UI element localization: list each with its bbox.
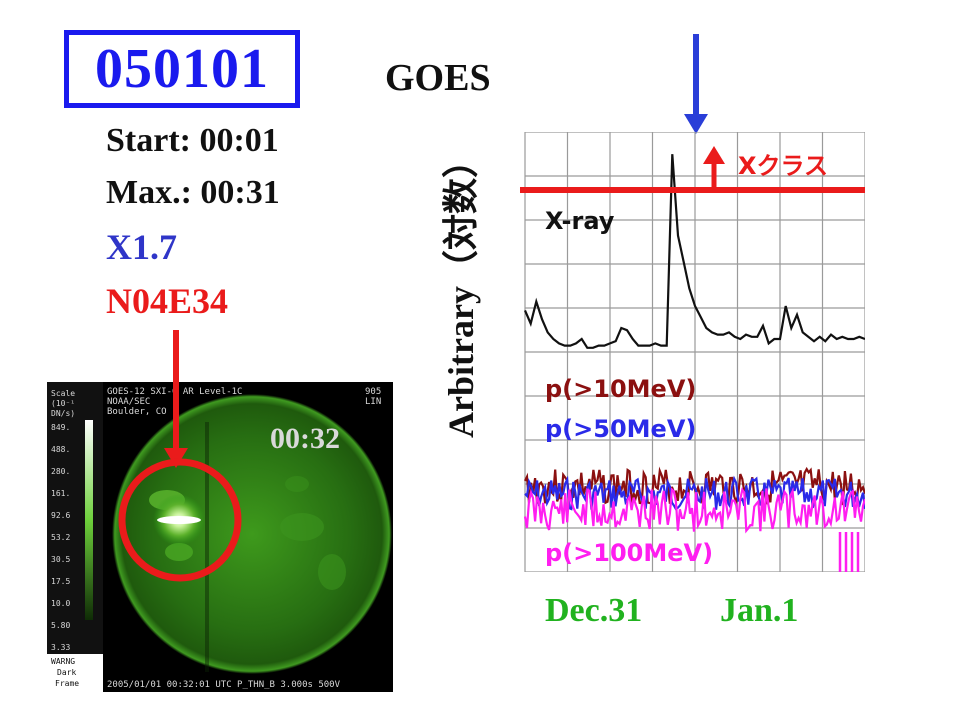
series-xray-line [523, 154, 866, 349]
scale-tick-label: 30.5 [51, 555, 70, 564]
x-tick-label: Dec.31 [545, 592, 643, 629]
series-label-p50: p(>50MeV) [545, 415, 697, 443]
peak-arrow-head [684, 114, 708, 134]
active-region [318, 554, 346, 590]
flare-class: X1.7 [106, 227, 177, 267]
image-footer: 2005/01/01 00:32:01 UTC P_THN_B 3.000s 5… [107, 680, 341, 690]
series-label-p100: p(>100MeV) [545, 539, 714, 567]
image-time: 00:32 [270, 422, 340, 455]
sun-image-svg: Scale (10⁻¹ DN/s) 849. 488. 280. 161. 92.6 53… [47, 382, 393, 692]
warning-box: WARNG Dark Frame [47, 654, 103, 692]
scale-tick-label: 53.2 [51, 533, 70, 542]
image-header-org2: Boulder, CO [107, 407, 167, 417]
scale-tick-label: 3.33 [51, 643, 70, 652]
start-time: Start: 00:01 [106, 122, 279, 159]
scale-tick-label: 10.0 [51, 599, 70, 608]
active-region [280, 513, 324, 541]
ccd-streak [205, 422, 209, 672]
image-header-org1: NOAA/SEC [107, 397, 150, 407]
goes-chart [520, 131, 867, 573]
solar-disk [112, 394, 392, 674]
scale-tick-label: 161. [51, 489, 70, 498]
x-class-threshold-label: Xクラス [738, 152, 829, 180]
scale-panel [47, 382, 103, 692]
max-time: Max.: 00:31 [106, 174, 280, 211]
active-region [285, 476, 309, 492]
scale-title: Scale [51, 389, 75, 398]
scale-tick-label: 488. [51, 445, 70, 454]
scale-units: (10⁻¹ [51, 399, 75, 408]
scale-units2: DN/s) [51, 409, 75, 418]
warning-line-1: WARNG [51, 657, 75, 666]
scale-tick-label: 280. [51, 467, 70, 476]
x-class-arrow-head [703, 146, 725, 164]
x-tick-label: Jan.1 [720, 592, 799, 629]
chart-svg [520, 131, 867, 573]
series-p100-line [523, 487, 867, 534]
series-label-p10: p(>10MeV) [545, 375, 697, 403]
flare-core [157, 516, 201, 524]
flare-location: N04E34 [106, 281, 229, 321]
image-header-left: GOES-12 SXI-0 AR Level-1C [107, 387, 242, 397]
image-header-right1: 905 [365, 387, 381, 397]
chart-title: GOES [385, 57, 491, 99]
event-id-box: 050101 [64, 30, 300, 108]
scale-ticks: 849. 488. 280. 161. 92.6 53.2 30.5 17.5 10.0 5.80… [51, 423, 70, 652]
scale-bar [85, 420, 93, 620]
y-axis-label: Arbitrary（対数） [441, 142, 481, 438]
series-label-xray: X-ray [545, 207, 615, 235]
image-header-right2: LIN [365, 397, 381, 407]
series-p50-line [524, 475, 867, 511]
scale-tick-label: 849. [51, 423, 70, 432]
scale-tick-label: 17.5 [51, 577, 70, 586]
event-id: 050101 [95, 38, 269, 100]
warning-line-3: Frame [55, 679, 79, 688]
scale-tick-label: 5.80 [51, 621, 70, 630]
scale-tick-label: 92.6 [51, 511, 70, 520]
warning-line-2: Dark [57, 668, 76, 677]
sun-xray-image: Scale (10⁻¹ DN/s) 849. 488. 280. 161. 92.6 53… [47, 382, 393, 692]
